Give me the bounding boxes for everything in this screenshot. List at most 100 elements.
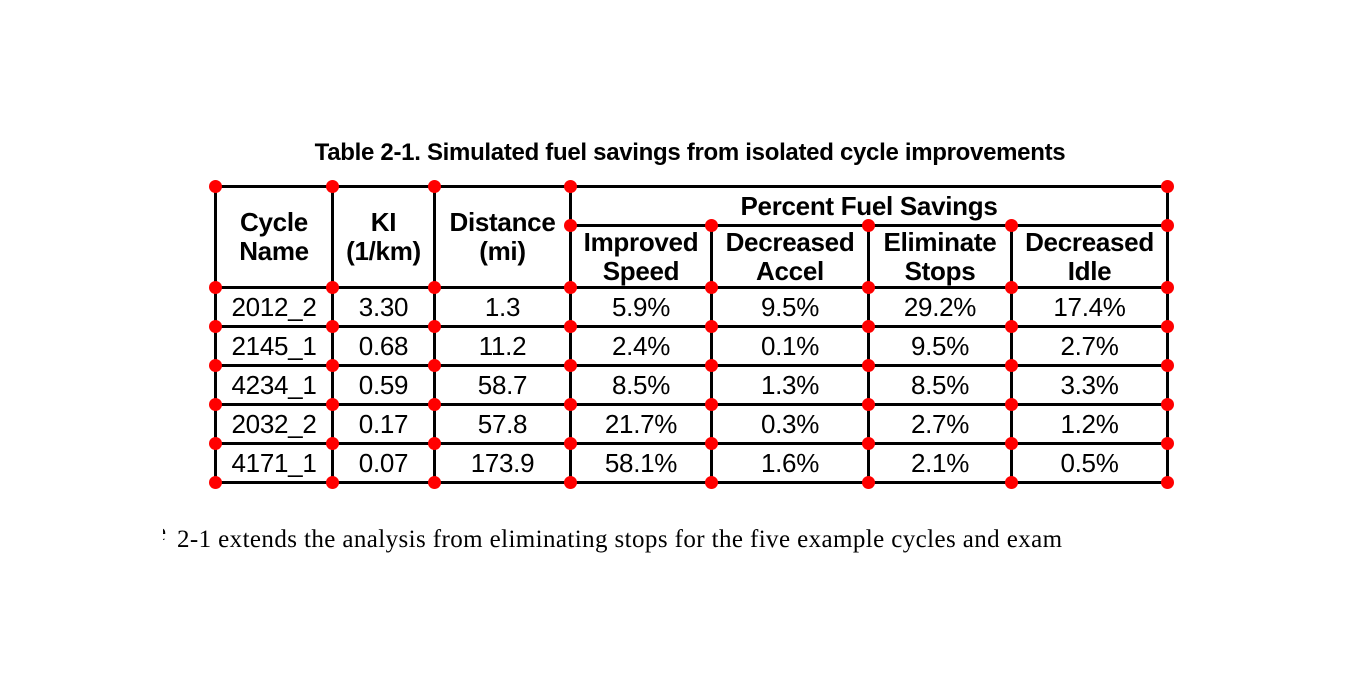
col-header-percent-fuel-savings: Percent Fuel Savings (569, 185, 1166, 224)
grid-intersection-dot (1005, 219, 1018, 232)
grid-intersection-dot (705, 219, 718, 232)
grid-intersection-dot (564, 180, 577, 193)
body-text-line: e 2-1 extends the analysis from eliminati… (163, 519, 1062, 554)
table-cell: 1.3 (433, 286, 569, 325)
fuel-savings-table: Cycle Name KI (1/km) Distance (mi) Perce… (214, 185, 1169, 484)
table-cell: 58.7 (433, 364, 569, 403)
grid-intersection-dot (705, 281, 718, 294)
grid-intersection-dot (209, 359, 222, 372)
grid-intersection-dot (564, 359, 577, 372)
grid-intersection-dot (564, 437, 577, 450)
table-cell: 0.07 (331, 442, 433, 481)
grid-intersection-dot (1005, 320, 1018, 333)
body-text: 2-1 extends the analysis from eliminatin… (177, 526, 1063, 553)
grid-intersection-dot (705, 398, 718, 411)
table-cell: 173.9 (433, 442, 569, 481)
table-cell: 1.2% (1010, 403, 1166, 442)
table-cell: 2.1% (867, 442, 1010, 481)
grid-intersection-dot (326, 437, 339, 450)
grid-intersection-dot (1161, 320, 1174, 333)
col-header-eliminate-stops: Eliminate Stops (867, 224, 1010, 286)
table-cell: 0.59 (331, 364, 433, 403)
grid-intersection-dot (428, 320, 441, 333)
table-cell: 9.5% (867, 325, 1010, 364)
grid-intersection-dot (862, 219, 875, 232)
grid-intersection-dot (209, 437, 222, 450)
table-cell: 2.4% (569, 325, 710, 364)
table-cell: 2145_1 (214, 325, 331, 364)
grid-intersection-dot (1005, 437, 1018, 450)
grid-intersection-dot (326, 359, 339, 372)
grid-intersection-dot (1161, 219, 1174, 232)
grid-intersection-dot (564, 219, 577, 232)
grid-intersection-dot (1161, 359, 1174, 372)
grid-intersection-dot (705, 320, 718, 333)
col-header-distance: Distance (mi) (433, 185, 569, 286)
table-cell: 5.9% (569, 286, 710, 325)
grid-intersection-dot (209, 320, 222, 333)
table-cell: 3.3% (1010, 364, 1166, 403)
table-cell: 2.7% (1010, 325, 1166, 364)
grid-intersection-dot (1161, 476, 1174, 489)
grid-intersection-dot (862, 476, 875, 489)
table-cell: 1.3% (710, 364, 867, 403)
grid-intersection-dot (705, 359, 718, 372)
grid-intersection-dot (428, 281, 441, 294)
grid-intersection-dot (1161, 281, 1174, 294)
grid-intersection-dot (1161, 180, 1174, 193)
grid-intersection-dot (564, 281, 577, 294)
grid-intersection-dot (862, 320, 875, 333)
table-cell: 3.30 (331, 286, 433, 325)
grid-intersection-dot (428, 437, 441, 450)
table-cell: 0.1% (710, 325, 867, 364)
col-header-decreased-accel: Decreased Accel (710, 224, 867, 286)
grid-intersection-dot (862, 437, 875, 450)
grid-intersection-dot (326, 476, 339, 489)
table-cell: 29.2% (867, 286, 1010, 325)
grid-intersection-dot (862, 398, 875, 411)
table-cell: 2032_2 (214, 403, 331, 442)
grid-intersection-dot (209, 398, 222, 411)
grid-intersection-dot (564, 398, 577, 411)
grid-intersection-dot (564, 320, 577, 333)
grid-intersection-dot (705, 476, 718, 489)
clipped-word-fragment: e (163, 519, 167, 547)
grid-intersection-dot (326, 281, 339, 294)
col-header-decreased-idle: Decreased Idle (1010, 224, 1166, 286)
grid-intersection-dot (209, 476, 222, 489)
grid-intersection-dot (1005, 476, 1018, 489)
table-cell: 17.4% (1010, 286, 1166, 325)
table-cell: 4234_1 (214, 364, 331, 403)
table-cell: 8.5% (569, 364, 710, 403)
grid-intersection-dot (326, 320, 339, 333)
col-header-ki: KI (1/km) (331, 185, 433, 286)
grid-intersection-dot (326, 180, 339, 193)
table-cell: 8.5% (867, 364, 1010, 403)
grid-intersection-dot (862, 359, 875, 372)
grid-intersection-dot (209, 180, 222, 193)
grid-intersection-dot (1161, 437, 1174, 450)
grid-intersection-dot (428, 476, 441, 489)
table-cell: 2.7% (867, 403, 1010, 442)
grid-intersection-dot (1161, 398, 1174, 411)
table-cell: 0.5% (1010, 442, 1166, 481)
grid-intersection-dot (428, 359, 441, 372)
table-cell: 0.68 (331, 325, 433, 364)
grid-intersection-dot (428, 180, 441, 193)
table-cell: 0.17 (331, 403, 433, 442)
table-cell: 1.6% (710, 442, 867, 481)
table-cell: 4171_1 (214, 442, 331, 481)
grid-intersection-dot (862, 281, 875, 294)
grid-intersection-dot (564, 476, 577, 489)
grid-intersection-dot (428, 398, 441, 411)
table-cell: 9.5% (710, 286, 867, 325)
grid-intersection-dot (326, 398, 339, 411)
table-cell: 58.1% (569, 442, 710, 481)
table-cell: 11.2 (433, 325, 569, 364)
grid-intersection-dot (1005, 359, 1018, 372)
grid-intersection-dot (1005, 281, 1018, 294)
grid-intersection-dot (705, 437, 718, 450)
table-cell: 2012_2 (214, 286, 331, 325)
table-cell: 21.7% (569, 403, 710, 442)
